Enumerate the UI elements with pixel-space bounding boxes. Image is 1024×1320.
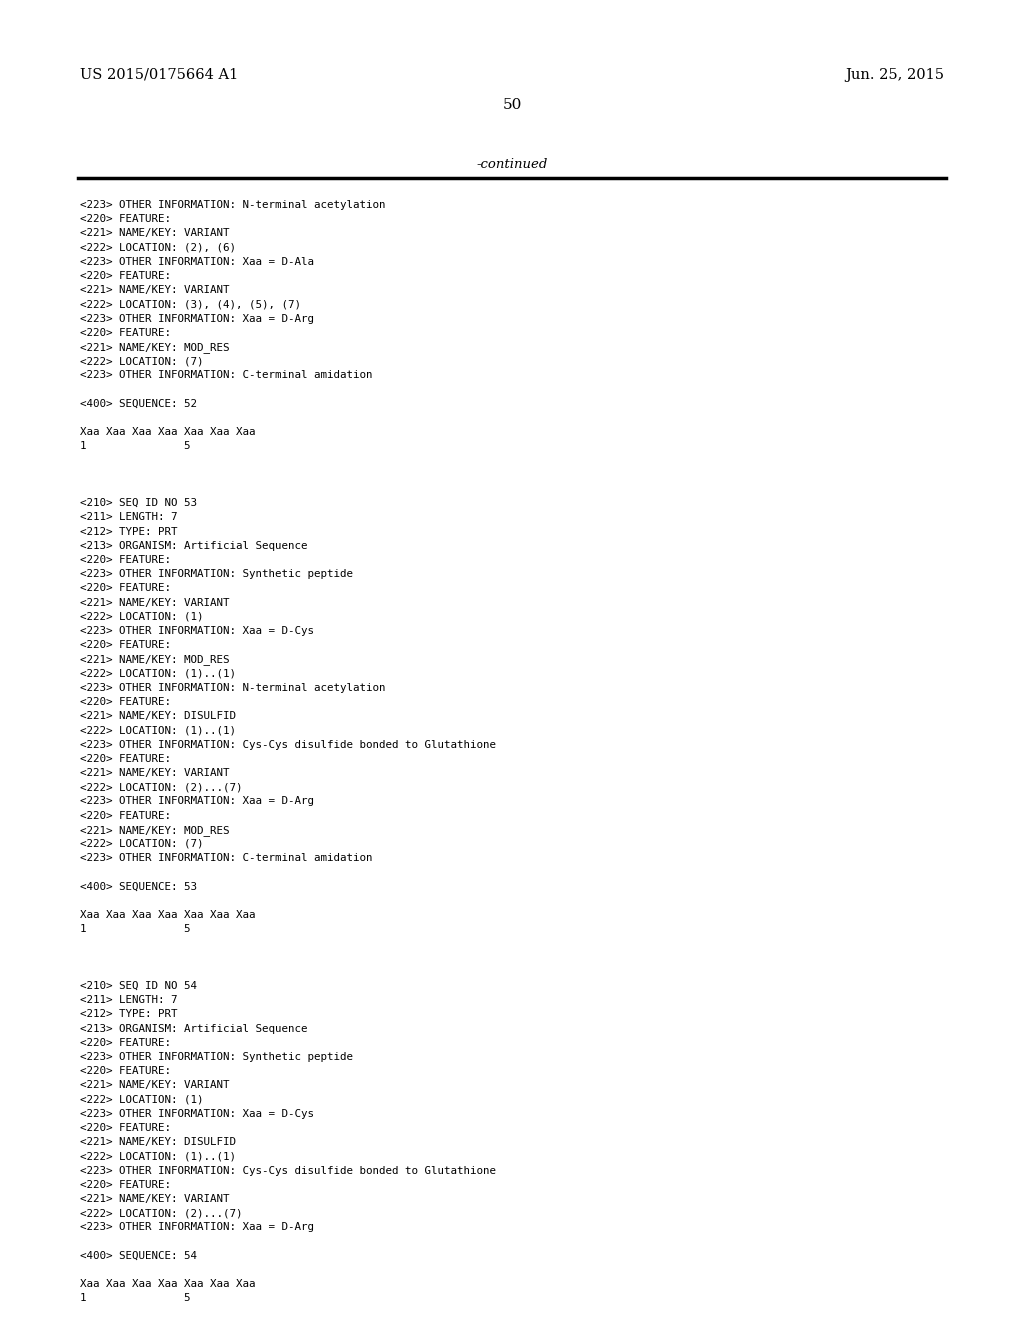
Text: <222> LOCATION: (7): <222> LOCATION: (7) [80, 840, 204, 849]
Text: <222> LOCATION: (1): <222> LOCATION: (1) [80, 1094, 204, 1105]
Text: <222> LOCATION: (1): <222> LOCATION: (1) [80, 611, 204, 622]
Text: Jun. 25, 2015: Jun. 25, 2015 [845, 69, 944, 82]
Text: US 2015/0175664 A1: US 2015/0175664 A1 [80, 69, 239, 82]
Text: <220> FEATURE:: <220> FEATURE: [80, 583, 171, 594]
Text: <210> SEQ ID NO 53: <210> SEQ ID NO 53 [80, 498, 197, 508]
Text: <221> NAME/KEY: VARIANT: <221> NAME/KEY: VARIANT [80, 228, 229, 239]
Text: <212> TYPE: PRT: <212> TYPE: PRT [80, 527, 177, 537]
Text: <221> NAME/KEY: MOD_RES: <221> NAME/KEY: MOD_RES [80, 655, 229, 665]
Text: <223> OTHER INFORMATION: C-terminal amidation: <223> OTHER INFORMATION: C-terminal amid… [80, 853, 373, 863]
Text: <220> FEATURE:: <220> FEATURE: [80, 1180, 171, 1189]
Text: <223> OTHER INFORMATION: Xaa = D-Arg: <223> OTHER INFORMATION: Xaa = D-Arg [80, 314, 314, 323]
Text: <223> OTHER INFORMATION: Xaa = D-Cys: <223> OTHER INFORMATION: Xaa = D-Cys [80, 1109, 314, 1119]
Text: <213> ORGANISM: Artificial Sequence: <213> ORGANISM: Artificial Sequence [80, 1023, 307, 1034]
Text: -continued: -continued [476, 158, 548, 172]
Text: <223> OTHER INFORMATION: Cys-Cys disulfide bonded to Glutathione: <223> OTHER INFORMATION: Cys-Cys disulfi… [80, 1166, 496, 1176]
Text: <223> OTHER INFORMATION: Xaa = D-Arg: <223> OTHER INFORMATION: Xaa = D-Arg [80, 1222, 314, 1233]
Text: <212> TYPE: PRT: <212> TYPE: PRT [80, 1010, 177, 1019]
Text: <220> FEATURE:: <220> FEATURE: [80, 554, 171, 565]
Text: <223> OTHER INFORMATION: Xaa = D-Arg: <223> OTHER INFORMATION: Xaa = D-Arg [80, 796, 314, 807]
Text: <213> ORGANISM: Artificial Sequence: <213> ORGANISM: Artificial Sequence [80, 541, 307, 550]
Text: <221> NAME/KEY: VARIANT: <221> NAME/KEY: VARIANT [80, 768, 229, 777]
Text: <211> LENGTH: 7: <211> LENGTH: 7 [80, 512, 177, 523]
Text: Xaa Xaa Xaa Xaa Xaa Xaa Xaa: Xaa Xaa Xaa Xaa Xaa Xaa Xaa [80, 1279, 256, 1290]
Text: <222> LOCATION: (3), (4), (5), (7): <222> LOCATION: (3), (4), (5), (7) [80, 300, 301, 309]
Text: <222> LOCATION: (1)..(1): <222> LOCATION: (1)..(1) [80, 726, 236, 735]
Text: <220> FEATURE:: <220> FEATURE: [80, 1067, 171, 1076]
Text: <221> NAME/KEY: DISULFID: <221> NAME/KEY: DISULFID [80, 1138, 236, 1147]
Text: Xaa Xaa Xaa Xaa Xaa Xaa Xaa: Xaa Xaa Xaa Xaa Xaa Xaa Xaa [80, 909, 256, 920]
Text: <220> FEATURE:: <220> FEATURE: [80, 214, 171, 224]
Text: <223> OTHER INFORMATION: Synthetic peptide: <223> OTHER INFORMATION: Synthetic pepti… [80, 569, 353, 579]
Text: 1               5: 1 5 [80, 1294, 190, 1303]
Text: <220> FEATURE:: <220> FEATURE: [80, 697, 171, 708]
Text: <223> OTHER INFORMATION: N-terminal acetylation: <223> OTHER INFORMATION: N-terminal acet… [80, 201, 385, 210]
Text: <223> OTHER INFORMATION: N-terminal acetylation: <223> OTHER INFORMATION: N-terminal acet… [80, 682, 385, 693]
Text: 1               5: 1 5 [80, 441, 190, 451]
Text: <221> NAME/KEY: VARIANT: <221> NAME/KEY: VARIANT [80, 1080, 229, 1090]
Text: <222> LOCATION: (2), (6): <222> LOCATION: (2), (6) [80, 243, 236, 252]
Text: Xaa Xaa Xaa Xaa Xaa Xaa Xaa: Xaa Xaa Xaa Xaa Xaa Xaa Xaa [80, 428, 256, 437]
Text: <222> LOCATION: (2)...(7): <222> LOCATION: (2)...(7) [80, 1208, 243, 1218]
Text: <223> OTHER INFORMATION: Xaa = D-Cys: <223> OTHER INFORMATION: Xaa = D-Cys [80, 626, 314, 636]
Text: <221> NAME/KEY: VARIANT: <221> NAME/KEY: VARIANT [80, 1195, 229, 1204]
Text: <211> LENGTH: 7: <211> LENGTH: 7 [80, 995, 177, 1006]
Text: <400> SEQUENCE: 53: <400> SEQUENCE: 53 [80, 882, 197, 891]
Text: <222> LOCATION: (7): <222> LOCATION: (7) [80, 356, 204, 366]
Text: <222> LOCATION: (1)..(1): <222> LOCATION: (1)..(1) [80, 1151, 236, 1162]
Text: <223> OTHER INFORMATION: Cys-Cys disulfide bonded to Glutathione: <223> OTHER INFORMATION: Cys-Cys disulfi… [80, 739, 496, 750]
Text: <221> NAME/KEY: VARIANT: <221> NAME/KEY: VARIANT [80, 598, 229, 607]
Text: <222> LOCATION: (1)..(1): <222> LOCATION: (1)..(1) [80, 669, 236, 678]
Text: <220> FEATURE:: <220> FEATURE: [80, 810, 171, 821]
Text: <221> NAME/KEY: VARIANT: <221> NAME/KEY: VARIANT [80, 285, 229, 296]
Text: <210> SEQ ID NO 54: <210> SEQ ID NO 54 [80, 981, 197, 991]
Text: <400> SEQUENCE: 54: <400> SEQUENCE: 54 [80, 1251, 197, 1261]
Text: <221> NAME/KEY: MOD_RES: <221> NAME/KEY: MOD_RES [80, 342, 229, 352]
Text: <220> FEATURE:: <220> FEATURE: [80, 754, 171, 764]
Text: <220> FEATURE:: <220> FEATURE: [80, 1123, 171, 1133]
Text: <220> FEATURE:: <220> FEATURE: [80, 1038, 171, 1048]
Text: <220> FEATURE:: <220> FEATURE: [80, 640, 171, 651]
Text: 1               5: 1 5 [80, 924, 190, 935]
Text: <223> OTHER INFORMATION: Synthetic peptide: <223> OTHER INFORMATION: Synthetic pepti… [80, 1052, 353, 1063]
Text: <220> FEATURE:: <220> FEATURE: [80, 271, 171, 281]
Text: <220> FEATURE:: <220> FEATURE: [80, 327, 171, 338]
Text: <221> NAME/KEY: MOD_RES: <221> NAME/KEY: MOD_RES [80, 825, 229, 836]
Text: 50: 50 [503, 98, 521, 112]
Text: <223> OTHER INFORMATION: Xaa = D-Ala: <223> OTHER INFORMATION: Xaa = D-Ala [80, 257, 314, 267]
Text: <221> NAME/KEY: DISULFID: <221> NAME/KEY: DISULFID [80, 711, 236, 721]
Text: <223> OTHER INFORMATION: C-terminal amidation: <223> OTHER INFORMATION: C-terminal amid… [80, 371, 373, 380]
Text: <222> LOCATION: (2)...(7): <222> LOCATION: (2)...(7) [80, 783, 243, 792]
Text: <400> SEQUENCE: 52: <400> SEQUENCE: 52 [80, 399, 197, 409]
